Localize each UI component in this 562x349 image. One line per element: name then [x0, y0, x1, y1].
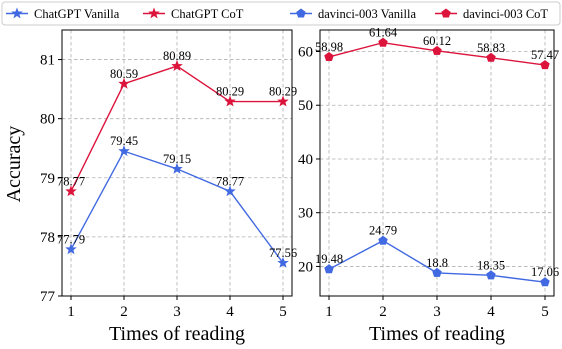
legend-marker	[11, 7, 23, 19]
x-tick-label: 2	[379, 304, 387, 320]
data-label: 77.79	[57, 232, 85, 246]
x-tick-label: 1	[67, 304, 75, 320]
x-tick-label: 5	[541, 304, 549, 320]
data-point	[224, 185, 236, 197]
data-point	[224, 95, 236, 107]
x-tick-label: 4	[487, 304, 495, 320]
data-label: 17.06	[531, 265, 559, 279]
legend-box	[1, 1, 561, 26]
data-point	[171, 60, 183, 71]
data-label: 79.15	[163, 152, 191, 166]
data-point	[65, 185, 77, 197]
data-point	[432, 267, 442, 277]
data-label: 58.98	[315, 40, 343, 54]
data-label: 78.77	[57, 174, 85, 188]
x-tick-label: 1	[325, 304, 333, 320]
y-tick-label: 20	[298, 259, 313, 275]
y-tick-label: 30	[298, 206, 313, 222]
data-label: 19.48	[315, 252, 343, 266]
y-tick-label: 60	[298, 44, 313, 60]
data-label: 80.89	[163, 49, 191, 63]
data-point	[324, 52, 334, 62]
data-label: 80.29	[269, 85, 297, 99]
x-axis-label: Times of reading	[109, 323, 245, 345]
x-tick-label: 3	[433, 304, 441, 320]
data-point	[432, 45, 442, 55]
y-tick-label: 78	[40, 230, 55, 246]
y-tick-label: 80	[40, 112, 55, 128]
data-point	[540, 60, 550, 70]
x-tick-label: 2	[120, 304, 128, 320]
data-point	[486, 270, 496, 280]
data-point	[118, 77, 130, 89]
y-tick-label: 77	[40, 289, 56, 305]
data-point	[277, 256, 289, 268]
data-point	[378, 37, 388, 47]
data-label: 24.79	[369, 224, 397, 238]
data-label: 78.77	[216, 174, 244, 188]
legend-label: davinci-003 CoT	[463, 7, 548, 21]
data-label: 57.47	[531, 48, 559, 62]
legend-label: ChatGPT Vanilla	[34, 7, 120, 21]
data-label: 60.12	[423, 34, 451, 48]
data-point	[118, 145, 130, 157]
y-tick-label: 79	[40, 171, 55, 187]
data-label: 18.35	[477, 258, 505, 272]
data-point	[324, 264, 334, 274]
x-axis-label: Times of reading	[369, 323, 505, 345]
data-label: 79.45	[110, 134, 138, 148]
legend-marker	[148, 7, 160, 19]
legend-marker	[441, 8, 451, 18]
x-tick-label: 5	[279, 304, 287, 320]
x-tick-label: 3	[173, 304, 181, 320]
y-tick-label: 40	[298, 152, 313, 168]
y-tick-label: 81	[40, 53, 55, 69]
data-point	[171, 162, 183, 174]
y-axis-label: Accuracy	[3, 126, 25, 203]
legend-label: ChatGPT CoT	[171, 7, 244, 21]
data-label: 61.64	[369, 26, 398, 40]
x-tick-label: 4	[226, 304, 234, 320]
data-point	[540, 277, 550, 287]
data-label: 80.29	[216, 85, 244, 99]
data-point	[486, 52, 496, 62]
data-point	[277, 95, 289, 107]
data-label: 58.83	[477, 41, 505, 55]
data-point	[65, 243, 77, 255]
data-label: 77.56	[269, 246, 297, 260]
data-label: 18.8	[426, 256, 448, 270]
legend-label: davinci-003 Vanilla	[318, 7, 416, 21]
y-tick-label: 50	[298, 98, 313, 114]
data-label: 80.59	[110, 67, 138, 81]
legend-marker	[296, 8, 306, 18]
data-point	[378, 235, 388, 245]
